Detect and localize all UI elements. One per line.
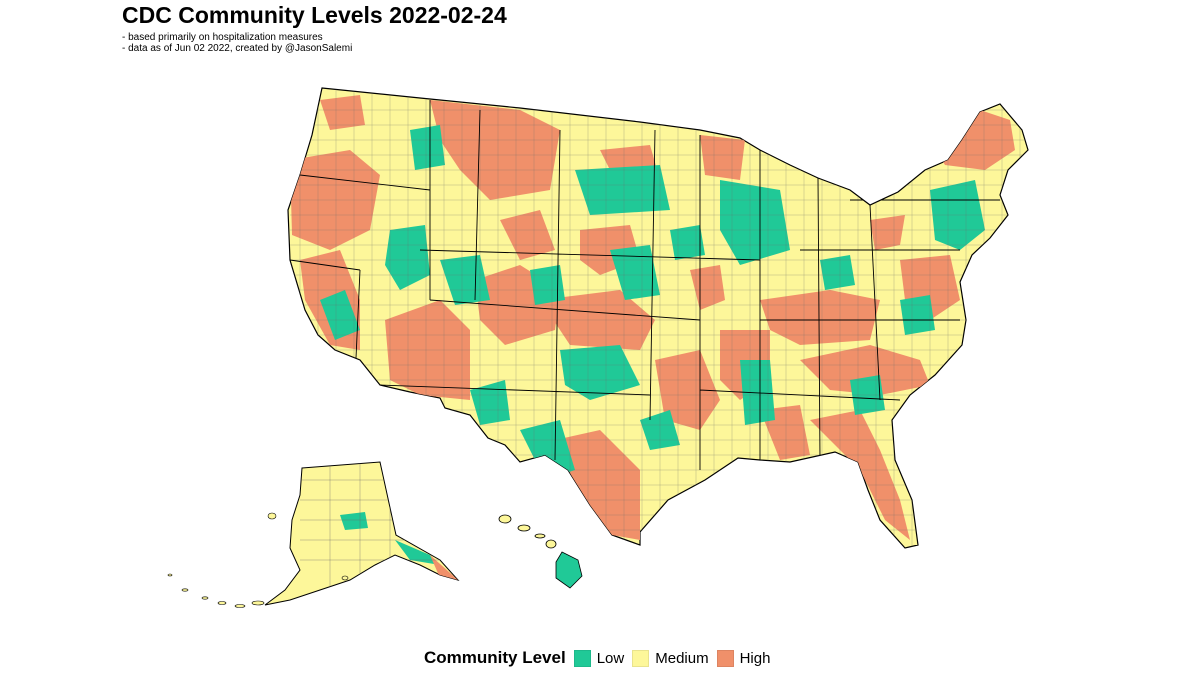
legend-swatch-low: [573, 649, 591, 667]
hawaii-island-kauai: [498, 514, 512, 524]
map-subtitle: - based primarily on hospitalization mea…: [122, 32, 352, 54]
legend-item-medium: Medium: [632, 649, 709, 667]
map-title: CDC Community Levels 2022-02-24: [122, 2, 507, 28]
legend-swatch-medium: [632, 649, 650, 667]
aleutian-islands: [167, 512, 349, 608]
hawaii-island-oahu: [517, 524, 531, 532]
alaska-base: [264, 461, 460, 606]
legend-label-high: High: [739, 649, 771, 667]
conus-region: [287, 87, 1029, 549]
hawaii-island-big: [555, 551, 583, 589]
us-county-map: [167, 87, 1029, 608]
hawaii-region: [498, 514, 583, 589]
subtitle-line-2: - data as of Jun 02 2022, created by @Ja…: [122, 43, 353, 54]
legend-swatch-high: [716, 649, 734, 667]
legend-item-high: High: [716, 649, 771, 667]
level-patches: [289, 88, 1028, 548]
legend-label-low: Low: [596, 649, 625, 667]
legend-title: Community Level: [424, 648, 566, 667]
subtitle-line-1: - based primarily on hospitalization mea…: [122, 32, 323, 43]
map-legend: Community Level Low Medium High: [424, 648, 778, 668]
hawaii-island-molokai: [534, 533, 546, 539]
legend-label-medium: Medium: [655, 649, 709, 667]
hawaii-island-maui: [545, 539, 557, 549]
legend-item-low: Low: [573, 649, 625, 667]
alaska-region: [167, 461, 460, 608]
state-borders: [289, 100, 1000, 470]
